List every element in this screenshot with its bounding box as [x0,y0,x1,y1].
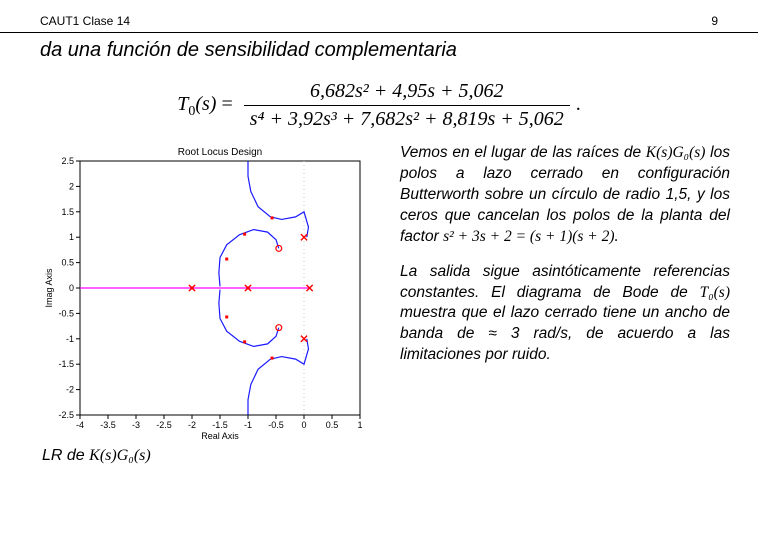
svg-text:-1.5: -1.5 [212,420,228,430]
svg-text:Real Axis: Real Axis [201,431,239,441]
body-text: Vemos en el lugar de las raíces de K(s)G… [380,143,730,465]
svg-text:2: 2 [69,181,74,191]
svg-text:-1: -1 [66,334,74,344]
svg-text:-1: -1 [244,420,252,430]
svg-text:-2.5: -2.5 [156,420,172,430]
svg-text:Root Locus Design: Root Locus Design [178,147,263,158]
equation-denominator: s⁴ + 3,92s³ + 7,682s² + 8,819s + 5,062 [244,106,570,131]
equation: T0(s) = 6,682s² + 4,95s + 5,062 s⁴ + 3,9… [0,66,758,143]
equation-numerator: 6,682s² + 4,95s + 5,062 [244,80,570,106]
svg-text:0.5: 0.5 [61,258,74,268]
svg-text:1: 1 [357,420,362,430]
svg-text:2.5: 2.5 [61,156,74,166]
svg-text:-3: -3 [132,420,140,430]
page-title: da una función de sensibilidad complemen… [0,33,758,66]
svg-text:0: 0 [69,283,74,293]
svg-text:1.5: 1.5 [61,207,74,217]
svg-text:-2: -2 [66,385,74,395]
svg-text:-3.5: -3.5 [100,420,116,430]
svg-text:-2: -2 [188,420,196,430]
svg-text:1: 1 [69,232,74,242]
svg-text:0: 0 [301,420,306,430]
svg-text:-4: -4 [76,420,84,430]
svg-text:0.5: 0.5 [326,420,339,430]
svg-text:Imag Axis: Imag Axis [44,268,54,308]
root-locus-chart: -4 -3.5 -3 -2.5 -2 -1.5 -1 -0.5 0 0.5 1 -2.5 -2 -1.5 -… [40,143,370,443]
header-right: 9 [711,14,718,28]
svg-text:-2.5: -2.5 [58,410,74,420]
svg-text:-0.5: -0.5 [268,420,284,430]
header-left: CAUT1 Clase 14 [40,14,130,28]
svg-text:-1.5: -1.5 [58,359,74,369]
svg-text:-0.5: -0.5 [58,308,74,318]
paragraph-1: Vemos en el lugar de las raíces de K(s)G… [400,143,730,248]
chart-caption: LR de K(s)G₀(s) [40,443,380,465]
paragraph-2: La salida sigue asintóticamente referenc… [400,262,730,367]
